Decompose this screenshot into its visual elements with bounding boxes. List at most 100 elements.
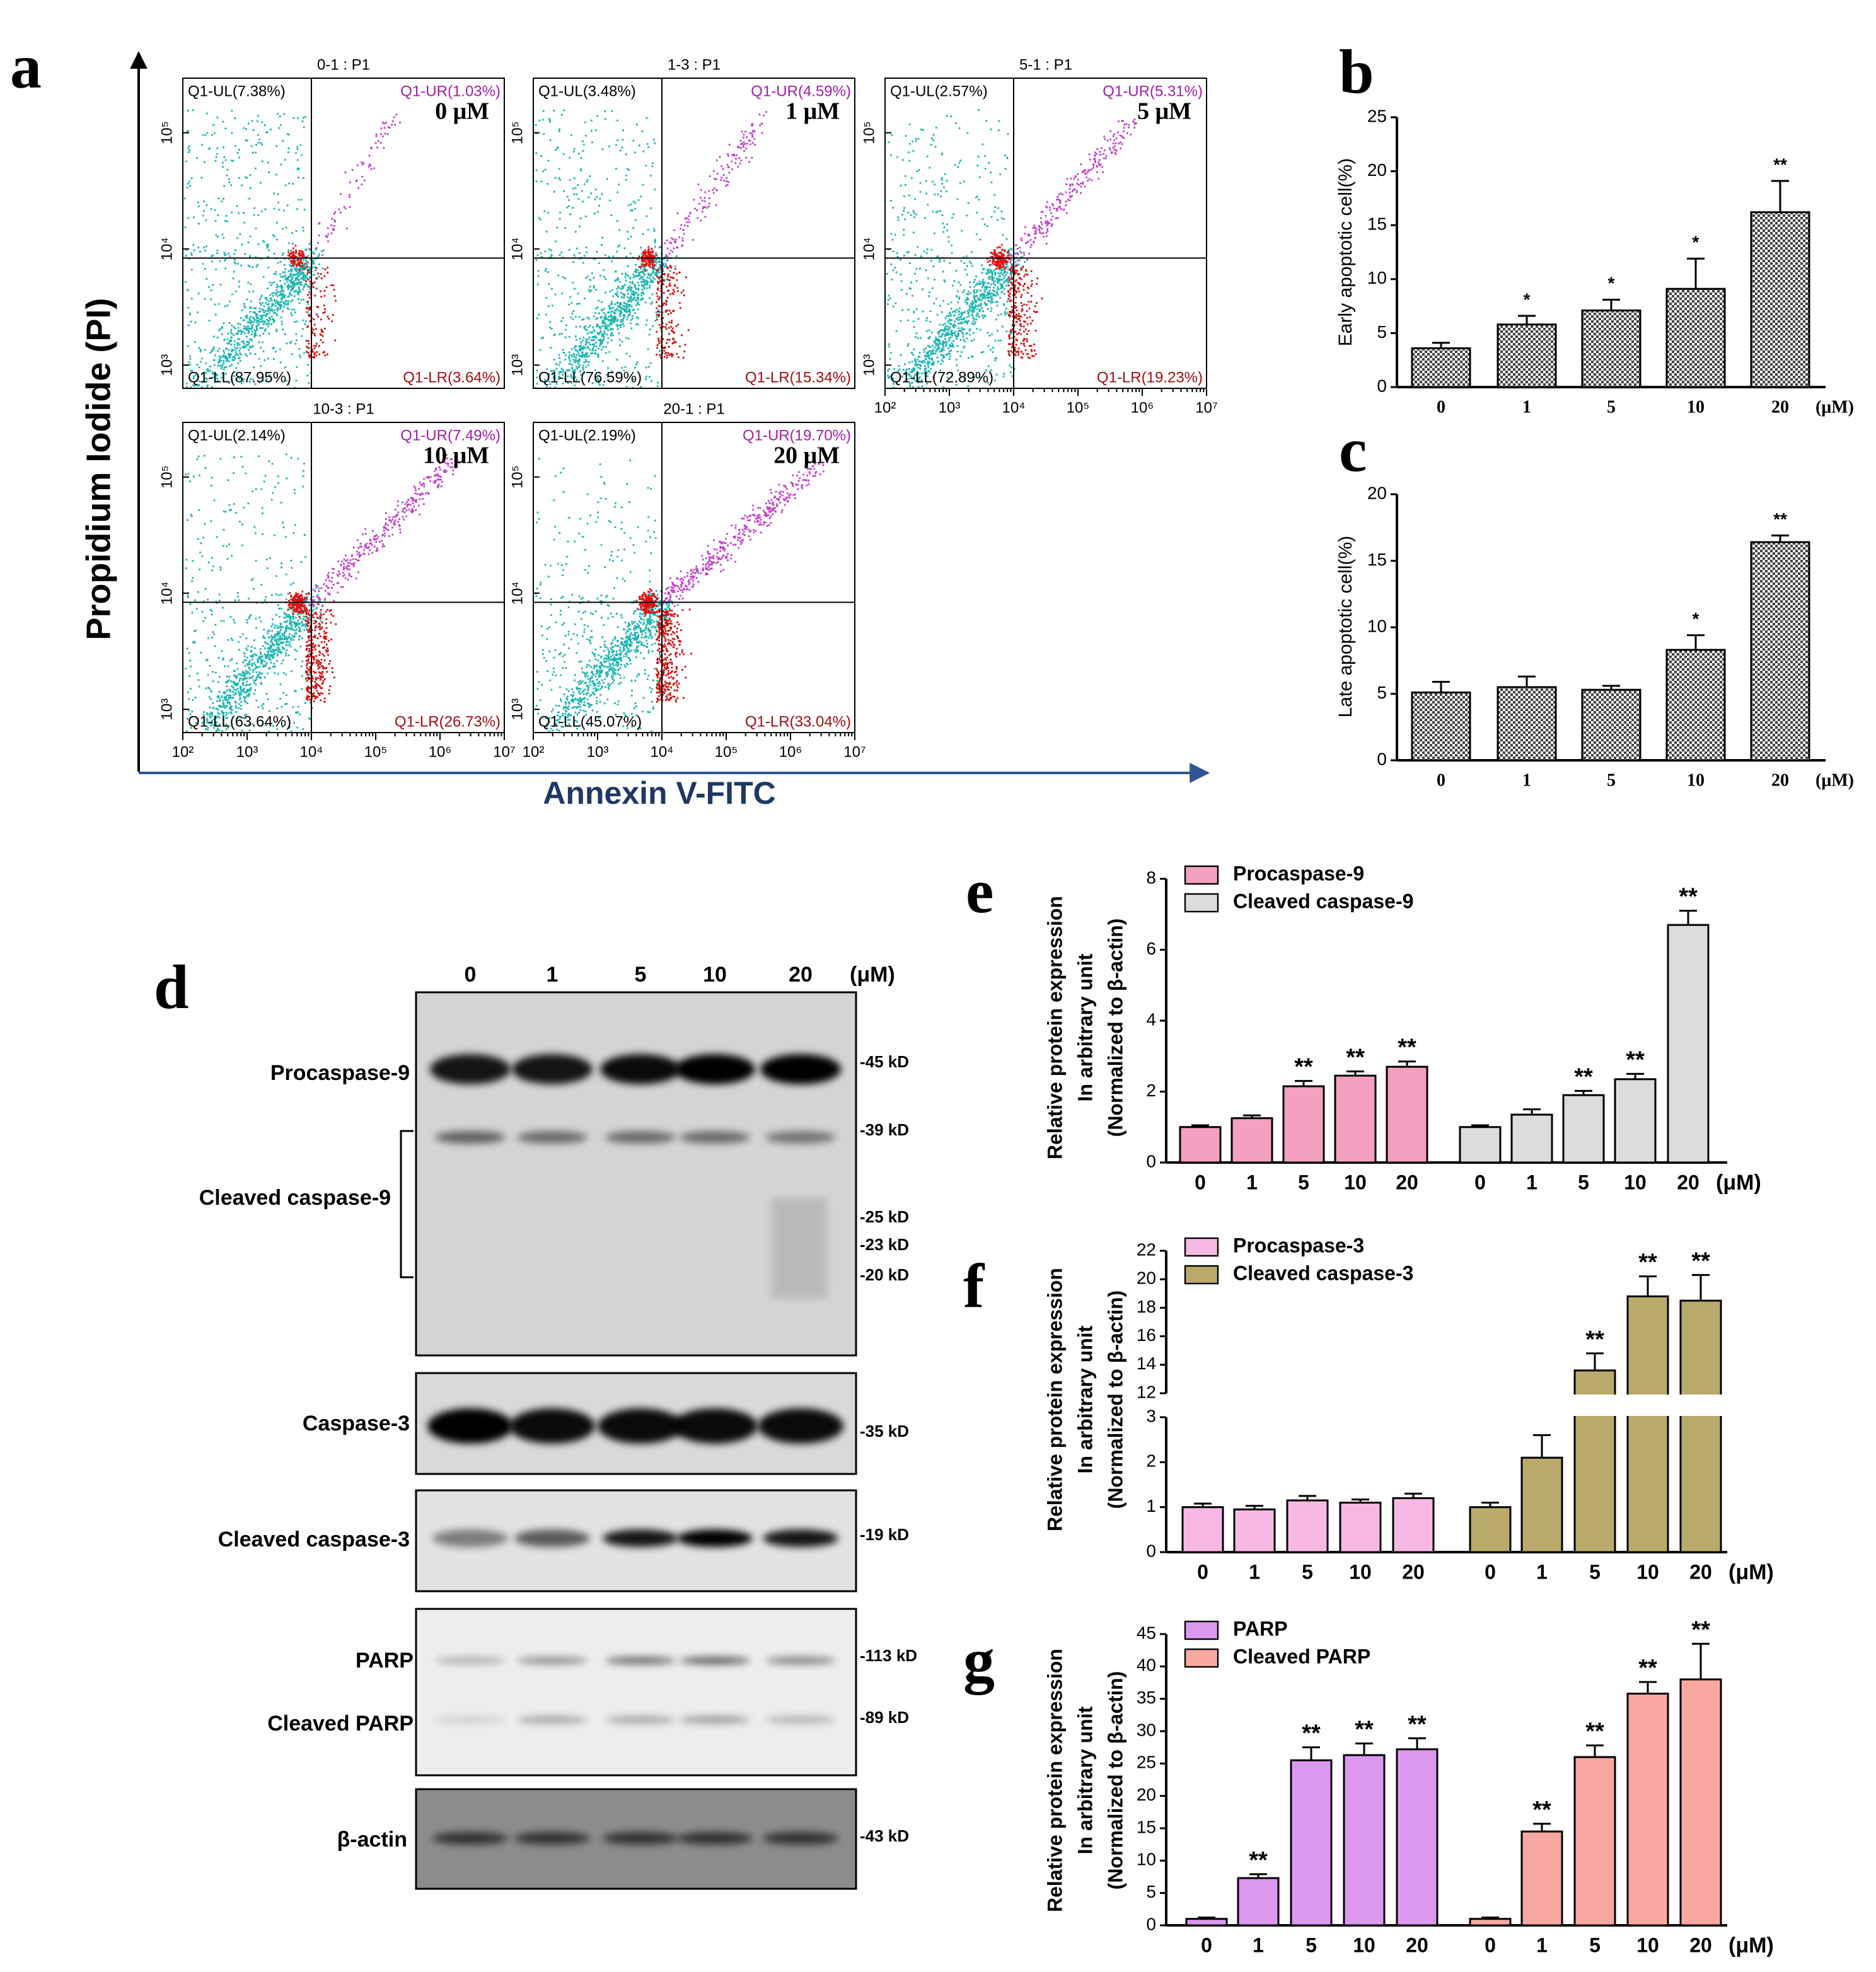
event-dot bbox=[608, 311, 611, 313]
event-dot bbox=[925, 252, 928, 254]
event-dot bbox=[994, 359, 997, 362]
event-dot bbox=[207, 722, 210, 724]
event-dot bbox=[306, 264, 308, 267]
event-dot bbox=[927, 337, 930, 339]
event-dot bbox=[1046, 228, 1048, 230]
event-dot bbox=[657, 340, 660, 342]
event-dot bbox=[626, 311, 628, 313]
event-dot bbox=[973, 281, 975, 283]
event-dot bbox=[646, 282, 649, 285]
event-dot bbox=[1021, 308, 1024, 310]
event-dot bbox=[988, 291, 990, 293]
event-dot bbox=[959, 182, 961, 184]
event-dot bbox=[573, 254, 576, 257]
event-dot bbox=[925, 330, 928, 332]
event-dot bbox=[997, 301, 999, 303]
event-dot bbox=[254, 664, 257, 666]
event-dot bbox=[976, 282, 978, 285]
event-dot bbox=[223, 322, 225, 325]
event-dot bbox=[990, 292, 993, 294]
event-dot bbox=[669, 293, 671, 296]
event-dot bbox=[628, 297, 631, 299]
event-dot bbox=[258, 321, 260, 323]
event-dot bbox=[580, 157, 582, 159]
event-dot bbox=[659, 269, 662, 271]
event-dot bbox=[218, 690, 221, 693]
event-dot bbox=[1001, 261, 1004, 263]
event-dot bbox=[1050, 212, 1052, 214]
event-dot bbox=[187, 306, 189, 309]
event-dot bbox=[189, 355, 191, 357]
event-dot bbox=[200, 361, 202, 363]
event-dot bbox=[979, 238, 981, 241]
event-dot bbox=[285, 226, 287, 229]
event-dot bbox=[252, 324, 254, 326]
event-dot bbox=[951, 330, 953, 332]
event-dot bbox=[706, 207, 709, 209]
event-dot bbox=[248, 322, 251, 323]
event-dot bbox=[213, 717, 216, 720]
event-dot bbox=[618, 309, 620, 311]
event-dot bbox=[223, 236, 225, 239]
event-dot bbox=[1007, 298, 1010, 300]
event-dot bbox=[260, 317, 263, 320]
event-dot bbox=[1017, 287, 1019, 289]
event-dot bbox=[256, 316, 258, 319]
event-dot bbox=[296, 262, 299, 265]
event-dot bbox=[1015, 296, 1017, 299]
event-dot bbox=[636, 316, 638, 318]
event-dot bbox=[307, 294, 309, 296]
event-dot bbox=[973, 297, 976, 299]
event-dot bbox=[368, 163, 371, 166]
event-dot bbox=[610, 314, 612, 316]
event-dot bbox=[906, 251, 908, 253]
event-dot bbox=[645, 261, 647, 264]
event-dot bbox=[228, 340, 231, 342]
event-dot bbox=[939, 343, 942, 345]
event-dot bbox=[987, 291, 988, 294]
event-dot bbox=[645, 376, 647, 378]
event-dot bbox=[680, 291, 683, 294]
event-dot bbox=[750, 143, 751, 146]
event-dot bbox=[987, 294, 990, 296]
panel-label: g bbox=[963, 1625, 995, 1695]
event-dot bbox=[892, 377, 895, 380]
event-dot bbox=[272, 234, 274, 236]
event-dot bbox=[920, 255, 922, 257]
event-dot bbox=[648, 252, 651, 255]
event-dot bbox=[908, 373, 910, 376]
event-dot bbox=[259, 318, 262, 320]
event-dot bbox=[645, 323, 647, 326]
event-dot bbox=[937, 361, 939, 363]
event-dot bbox=[564, 377, 566, 380]
event-dot bbox=[1023, 345, 1026, 347]
event-dot bbox=[981, 310, 984, 312]
event-dot bbox=[212, 727, 215, 729]
event-dot bbox=[929, 310, 932, 313]
event-dot bbox=[243, 127, 245, 129]
event-dot bbox=[656, 270, 658, 272]
event-dot bbox=[611, 318, 614, 320]
event-dot bbox=[941, 177, 943, 179]
event-dot bbox=[219, 364, 222, 367]
event-dot bbox=[1045, 231, 1048, 234]
event-dot bbox=[545, 268, 547, 270]
event-dot bbox=[662, 338, 664, 340]
event-dot bbox=[976, 314, 979, 316]
event-dot bbox=[640, 264, 643, 267]
event-dot bbox=[1009, 272, 1012, 275]
event-dot bbox=[599, 339, 602, 340]
event-dot bbox=[944, 281, 946, 283]
event-dot bbox=[559, 357, 560, 359]
event-dot bbox=[583, 255, 586, 257]
event-dot bbox=[607, 329, 610, 332]
event-dot bbox=[244, 346, 246, 348]
event-dot bbox=[575, 357, 577, 359]
event-dot bbox=[1046, 220, 1049, 223]
event-dot bbox=[625, 304, 628, 307]
event-dot bbox=[645, 251, 647, 253]
event-dot bbox=[1084, 172, 1086, 175]
event-dot bbox=[669, 325, 672, 328]
event-dot bbox=[644, 258, 646, 261]
event-dot bbox=[292, 243, 294, 245]
